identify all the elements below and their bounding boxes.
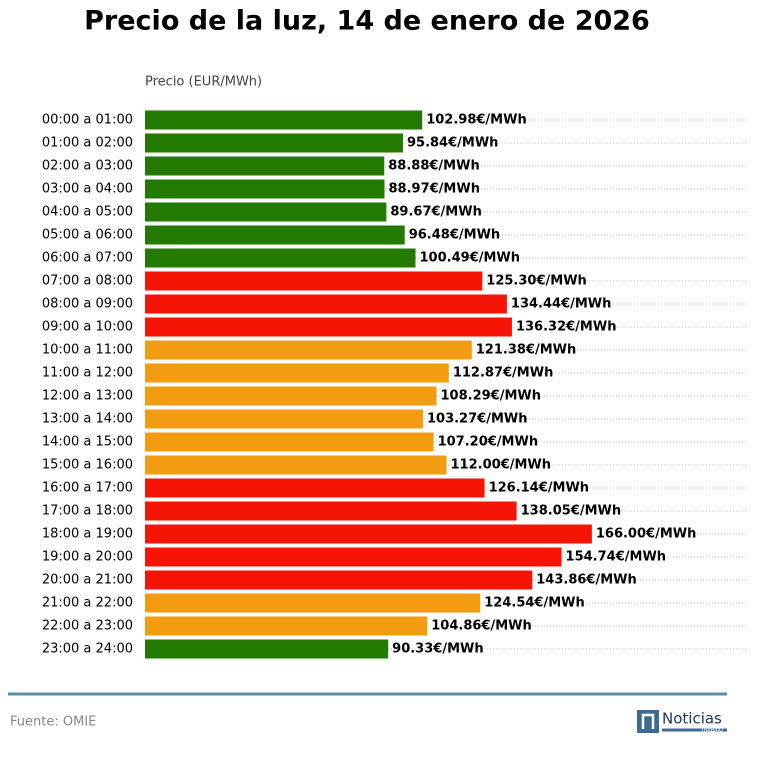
- value-label: 124.54€/MWh: [484, 596, 584, 611]
- value-label: 96.48€/MWh: [409, 228, 500, 243]
- logo-name: Noticias: [662, 710, 722, 728]
- axis-label: Precio (EUR/MWh): [145, 75, 262, 90]
- y-tick-label: 22:00 a 23:00: [42, 619, 133, 634]
- value-label: 143.86€/MWh: [536, 573, 637, 588]
- y-tick-label: 18:00 a 19:00: [42, 527, 133, 542]
- y-tick-label: 12:00 a 13:00: [42, 389, 133, 404]
- value-label: 107.20€/MWh: [438, 435, 539, 450]
- bar: [145, 478, 485, 498]
- y-tick-label: 01:00 a 02:00: [42, 136, 133, 151]
- bar: [145, 156, 385, 176]
- y-tick-label: 14:00 a 15:00: [42, 435, 133, 450]
- bar: [145, 386, 437, 406]
- y-tick-label: 23:00 a 24:00: [42, 642, 133, 657]
- value-label: 90.33€/MWh: [392, 642, 483, 657]
- logo-glyph: [641, 713, 655, 729]
- value-label: 102.98€/MWh: [426, 113, 527, 128]
- y-tick-label: 19:00 a 20:00: [42, 550, 133, 565]
- y-tick-label: 20:00 a 21:00: [42, 573, 133, 588]
- bar: [145, 639, 389, 659]
- y-tick-label: 09:00 a 10:00: [42, 320, 133, 335]
- y-tick-label: 04:00 a 05:00: [42, 205, 133, 220]
- value-label: 88.97€/MWh: [389, 182, 480, 197]
- value-label: 104.86€/MWh: [431, 619, 532, 634]
- bar: [145, 409, 423, 429]
- value-label: 95.84€/MWh: [407, 136, 498, 151]
- value-label: 112.87€/MWh: [453, 366, 554, 381]
- y-tick-label: 06:00 a 07:00: [42, 251, 133, 266]
- bar: [145, 202, 387, 222]
- bar: [145, 616, 428, 636]
- value-label: 100.49€/MWh: [420, 251, 521, 266]
- source: Fuente: OMIE: [10, 715, 96, 730]
- y-tick-label: 05:00 a 06:00: [42, 228, 133, 243]
- y-tick-label: 11:00 a 12:00: [42, 366, 133, 381]
- y-tick-label: 00:00 a 01:00: [42, 113, 133, 128]
- value-label: 136.32€/MWh: [516, 320, 617, 335]
- value-label: 108.29€/MWh: [441, 389, 542, 404]
- value-label: 134.44€/MWh: [511, 297, 612, 312]
- bar: [145, 501, 517, 521]
- value-label: 121.38€/MWh: [476, 343, 577, 358]
- bar: [145, 340, 472, 360]
- y-tick-label: 08:00 a 09:00: [42, 297, 133, 312]
- bar: [145, 110, 423, 130]
- y-tick-label: 13:00 a 14:00: [42, 412, 133, 427]
- logo-tagline: TRABAJO: [700, 728, 723, 734]
- value-label: 89.67€/MWh: [390, 205, 481, 220]
- bar: [145, 593, 481, 613]
- bar: [145, 271, 483, 291]
- value-label: 103.27€/MWh: [427, 412, 528, 427]
- value-label: 154.74€/MWh: [566, 550, 667, 565]
- bar: [145, 363, 449, 383]
- bar: [145, 248, 416, 268]
- value-label: 125.30€/MWh: [486, 274, 586, 289]
- y-tick-label: 17:00 a 18:00: [42, 504, 133, 519]
- logo-icon: [637, 710, 659, 733]
- bar: [145, 225, 405, 245]
- value-label: 166.00€/MWh: [596, 527, 697, 542]
- y-tick-label: 02:00 a 03:00: [42, 159, 133, 174]
- y-tick-label: 15:00 a 16:00: [42, 458, 133, 473]
- value-label: 88.88€/MWh: [388, 159, 479, 174]
- bar: [145, 294, 507, 314]
- bar: [145, 524, 592, 544]
- bar: [145, 317, 512, 337]
- y-tick-label: 03:00 a 04:00: [42, 182, 133, 197]
- bar: [145, 455, 447, 475]
- value-label: 126.14€/MWh: [489, 481, 589, 496]
- y-tick-label: 07:00 a 08:00: [42, 274, 133, 289]
- y-tick-label: 10:00 a 11:00: [42, 343, 133, 358]
- bar: [145, 133, 403, 153]
- value-label: 112.00€/MWh: [451, 458, 552, 473]
- bar: [145, 570, 533, 590]
- value-label: 138.05€/MWh: [521, 504, 622, 519]
- y-tick-label: 21:00 a 22:00: [42, 596, 133, 611]
- bar: [145, 179, 385, 199]
- bar: [145, 547, 562, 567]
- chart-title: Precio de la luz, 14 de enero de 2026: [84, 6, 650, 37]
- bar: [145, 432, 434, 452]
- y-tick-label: 16:00 a 17:00: [42, 481, 133, 496]
